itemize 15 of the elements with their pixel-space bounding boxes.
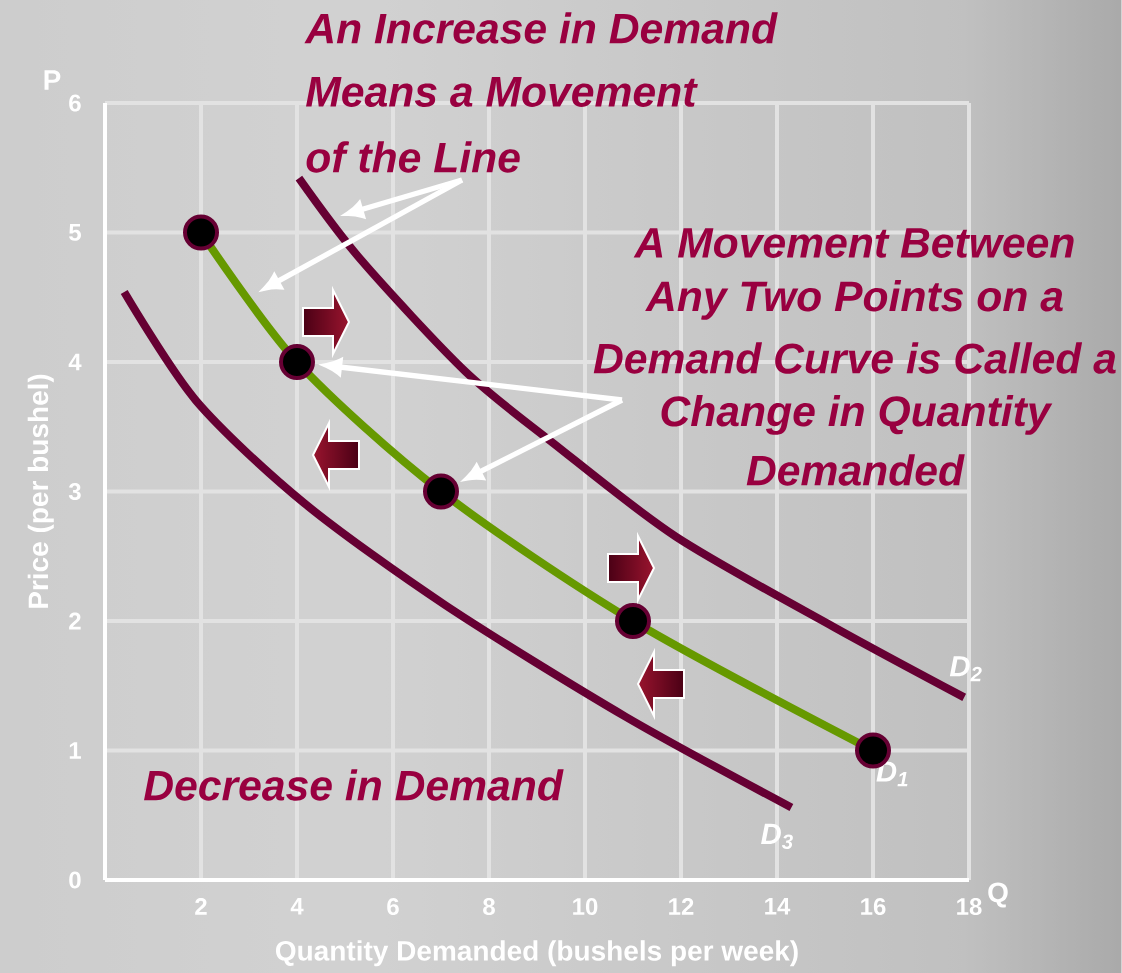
annotation: Decrease in Demand	[144, 769, 564, 801]
series-label: D$_{3}$	[761, 823, 793, 849]
x-tick-label: 16	[861, 898, 886, 916]
text: An Increase in Demand	[304, 12, 778, 44]
annotation: Means a Movement	[306, 77, 698, 107]
annotation: Demand Curve is Called a	[593, 342, 1116, 374]
annotation: Any Two Points on a	[645, 280, 1063, 320]
series-label: D$_{2}$	[949, 656, 982, 682]
x-tick-label: 18	[957, 898, 982, 916]
annotation: Change in Quantity	[661, 395, 1053, 435]
annotation: of the Line	[306, 141, 520, 173]
annotation: A Movement Between	[633, 228, 1074, 258]
x-tick-label: 14	[765, 898, 791, 915]
text: Q	[988, 882, 1008, 908]
annotation: Demanded	[746, 454, 965, 486]
